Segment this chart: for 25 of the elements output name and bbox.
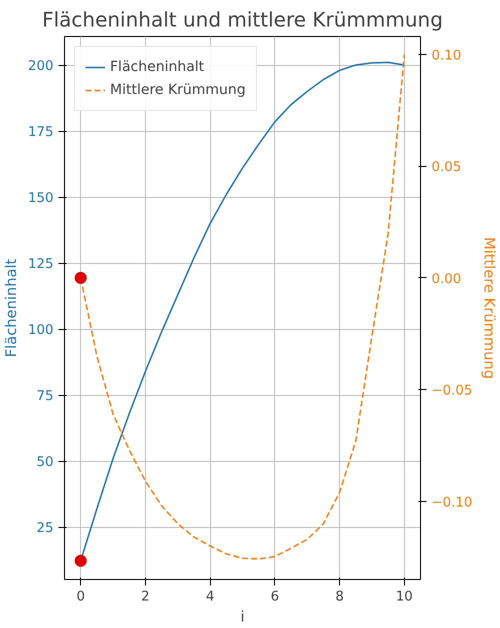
x-tick-label: 6 bbox=[270, 590, 280, 604]
x-tick-label: 0 bbox=[76, 590, 85, 604]
y2-tick-label: 0.05 bbox=[432, 160, 462, 176]
y2-tick-label: 0.00 bbox=[432, 272, 462, 287]
x-tick-label: 2 bbox=[141, 590, 150, 604]
y-tick-label: 150 bbox=[28, 191, 54, 206]
y-tick-label: 75 bbox=[36, 389, 54, 404]
x-tick-label: 4 bbox=[206, 590, 214, 604]
y2-axis-title: Mittlere Krümmung bbox=[480, 236, 498, 380]
y2-tick-label: −0.05 bbox=[432, 384, 472, 399]
y-tick-label: 25 bbox=[36, 521, 54, 536]
chart-title: Flächeninhalt und mittlere Krümmmung bbox=[42, 8, 443, 32]
x-axis-title: i bbox=[240, 608, 245, 626]
y-axis-title: Flächeninhalt bbox=[3, 258, 20, 358]
y-tick-label: 50 bbox=[36, 455, 54, 470]
y-tick-label: 125 bbox=[28, 257, 54, 272]
y2-tick-label: 0.10 bbox=[432, 48, 462, 64]
legend-label: Flächeninhalt bbox=[110, 59, 204, 75]
x-tick-label: 10 bbox=[396, 590, 413, 604]
x-tick-label: 8 bbox=[335, 590, 344, 604]
y-tick-label: 200 bbox=[28, 59, 54, 74]
y-tick-label: 100 bbox=[28, 323, 54, 338]
y2-tick-label: −0.10 bbox=[432, 495, 472, 510]
legend-label: Mittlere Krümmung bbox=[110, 82, 246, 98]
y-tick-label: 175 bbox=[28, 125, 54, 140]
